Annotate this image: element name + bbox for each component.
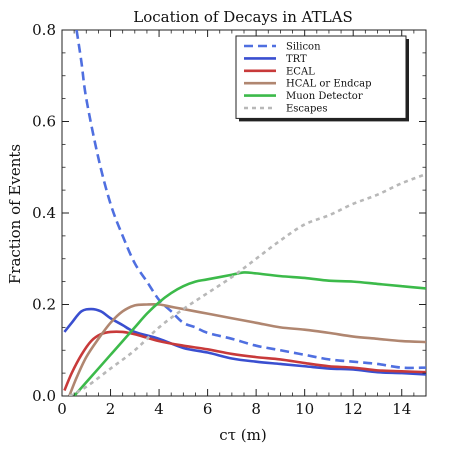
series-line-trt bbox=[63, 307, 426, 376]
legend-label-trt: TRT bbox=[286, 54, 307, 65]
series-line-ecal bbox=[63, 330, 426, 392]
series-line-hcal-or-endcap bbox=[68, 302, 426, 396]
x-tick-label: 8 bbox=[251, 400, 261, 418]
y-tick-label: 0.8 bbox=[32, 21, 56, 39]
x-tick-label: 0 bbox=[57, 400, 67, 418]
ticks-layer: 0 2 4 6 8 10 12 14 0.0 0.2 0.4 0.6 0.8 bbox=[32, 21, 427, 418]
series-line-escapes bbox=[68, 172, 426, 396]
x-tick-label: 10 bbox=[295, 400, 314, 418]
y-tick-label: 0.2 bbox=[32, 296, 56, 314]
legend-label-ecal: ECAL bbox=[286, 66, 315, 77]
x-tick-label: 4 bbox=[154, 400, 164, 418]
legend-label-escapes: Escapes bbox=[286, 104, 327, 115]
legend-box bbox=[235, 35, 407, 119]
legend-label-silicon: Silicon bbox=[286, 42, 321, 53]
series-line-silicon bbox=[75, 30, 426, 370]
y-tick-label: 0.4 bbox=[32, 204, 56, 222]
series-layer bbox=[63, 30, 426, 396]
x-tick-label: 12 bbox=[344, 400, 363, 418]
legend-label-muon-detector: Muon Detector bbox=[286, 91, 363, 102]
series-line-muon-detector bbox=[73, 271, 426, 396]
x-tick-label: 6 bbox=[203, 400, 213, 418]
y-axis-label: Fraction of Events bbox=[6, 144, 24, 284]
chart-title: Location of Decays in ATLAS bbox=[133, 8, 352, 26]
y-tick-label: 0.6 bbox=[32, 113, 56, 131]
y-tick-label: 0.0 bbox=[32, 387, 56, 405]
x-tick-label: 2 bbox=[106, 400, 116, 418]
x-tick-label: 14 bbox=[392, 400, 411, 418]
x-axis-label: cτ (m) bbox=[219, 426, 266, 444]
legend-label-hcal-or-endcap: HCAL or Endcap bbox=[286, 79, 372, 90]
